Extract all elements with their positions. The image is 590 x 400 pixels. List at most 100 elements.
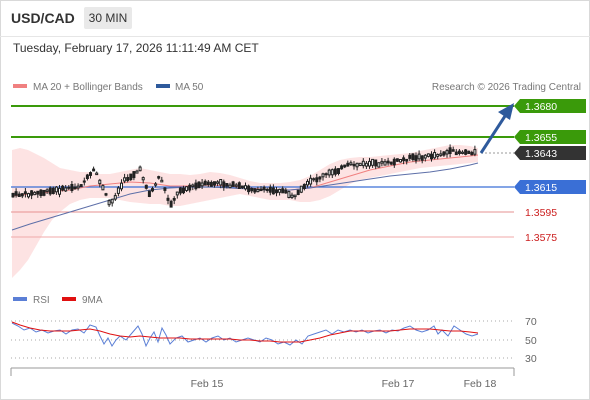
candle-body — [200, 182, 204, 187]
candle-body — [327, 169, 331, 176]
candle-body — [89, 172, 92, 176]
candle-body — [178, 187, 182, 194]
candle-body — [321, 173, 325, 178]
ma20-legend-swatch — [13, 84, 27, 88]
candlesticks — [11, 144, 477, 208]
candle-body — [256, 189, 260, 193]
candle-body — [157, 176, 161, 179]
candle-body — [36, 190, 40, 195]
candle-body — [120, 182, 123, 190]
candle-body — [281, 188, 285, 194]
candle-body — [123, 177, 127, 182]
candle-body — [275, 189, 278, 194]
candle-body — [296, 189, 300, 195]
candle-body — [333, 168, 337, 175]
candle-body — [402, 157, 406, 162]
candle-body — [61, 185, 65, 191]
candle-body — [141, 177, 145, 181]
candle-body — [191, 184, 195, 187]
timeframe-button[interactable]: 30 MIN — [84, 7, 132, 29]
candle-body — [144, 184, 148, 189]
candle-body — [231, 181, 235, 187]
rsi-legend-label: RSI — [33, 295, 50, 306]
candle-body — [408, 154, 412, 159]
candle-body — [135, 170, 139, 174]
candle-body — [194, 182, 198, 190]
candle-body — [76, 185, 80, 189]
candle-body — [58, 187, 61, 195]
candle-body — [70, 184, 74, 191]
candle-body — [461, 151, 464, 154]
candle-body — [85, 174, 89, 179]
candle-body — [182, 187, 185, 194]
candle-body — [17, 193, 21, 198]
candle-body — [374, 159, 378, 167]
candle-body — [324, 173, 328, 176]
candle-body — [197, 181, 201, 189]
candle-body — [48, 187, 52, 195]
ma9-legend-label: 9MA — [82, 295, 103, 306]
candle-body — [20, 193, 24, 197]
candle-body — [54, 186, 58, 193]
candle-body — [234, 184, 238, 187]
candle-body — [442, 151, 446, 156]
candle-body — [203, 180, 207, 186]
candle-body — [113, 195, 117, 200]
candle-body — [430, 153, 433, 160]
rsi-level-50-label: 50 — [525, 335, 537, 347]
candle-body — [287, 191, 291, 199]
candle-body — [237, 182, 241, 190]
candle-body — [247, 185, 251, 193]
ma50-legend-label: MA 50 — [175, 82, 204, 93]
level-label-1680: 1.3680 — [514, 99, 586, 113]
candle-body — [318, 176, 322, 180]
candle-body — [129, 173, 133, 181]
candle-body — [154, 183, 158, 186]
candle-body — [67, 186, 71, 189]
x-label-feb17: Feb 17 — [382, 378, 415, 390]
candle-body — [309, 177, 313, 185]
candle-body — [95, 172, 99, 176]
candle-body — [470, 151, 474, 156]
candle-body — [92, 168, 96, 172]
candle-body — [433, 152, 437, 159]
candle-body — [166, 197, 170, 201]
candle-body — [51, 187, 55, 195]
candle-body — [352, 163, 356, 167]
candle-body — [358, 162, 362, 167]
candle-body — [98, 179, 102, 185]
candle-body — [82, 180, 86, 183]
candle-body — [240, 185, 244, 189]
candle-body — [45, 189, 49, 192]
candle-body — [383, 161, 387, 166]
candle-body — [216, 181, 220, 184]
candle-body — [110, 198, 114, 204]
candle-body — [188, 184, 192, 191]
candle-body — [340, 165, 344, 170]
candle-body — [225, 183, 229, 187]
projection-arrow-head — [498, 103, 514, 120]
candle-body — [259, 188, 263, 192]
candle-body — [73, 186, 77, 190]
candle-body — [185, 186, 189, 191]
candle-body — [206, 181, 210, 186]
credit-label: Research © 2026 Trading Central — [432, 82, 581, 93]
rsi-level-70-label: 70 — [525, 316, 537, 328]
candle-body — [30, 190, 34, 196]
candle-body — [147, 190, 151, 197]
candle-body — [293, 194, 297, 198]
candle-body — [392, 158, 396, 166]
candle-body — [213, 181, 216, 186]
projection-arrow-shaft — [479, 112, 509, 154]
candle-body — [107, 200, 111, 206]
candle-body — [330, 169, 334, 176]
candle-body — [414, 155, 418, 162]
candle-body — [175, 191, 179, 196]
candle-body — [386, 160, 390, 164]
candle-body — [126, 177, 130, 181]
candle-body — [380, 160, 384, 164]
candle-body — [278, 188, 282, 193]
candle-body — [417, 153, 421, 160]
candle-body — [222, 181, 226, 188]
